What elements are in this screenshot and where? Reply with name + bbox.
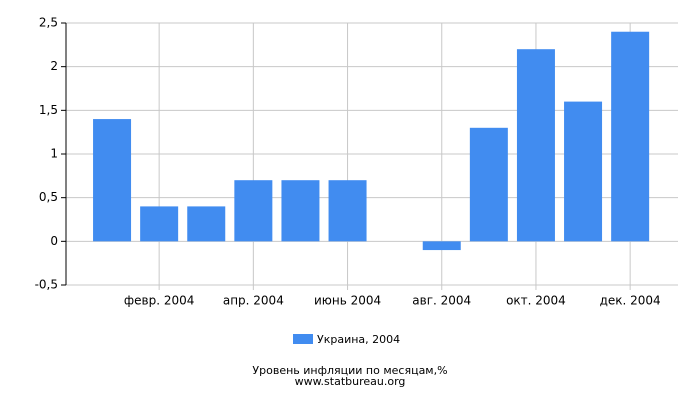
- y-tick-label: -0,5: [35, 278, 58, 292]
- bar: [469, 127, 508, 242]
- bar: [234, 180, 273, 242]
- bar: [328, 180, 367, 242]
- x-tick-label: февр. 2004: [124, 294, 195, 308]
- bar: [93, 119, 132, 242]
- x-tick-label: окт. 2004: [506, 294, 566, 308]
- y-tick-label: 1: [50, 147, 58, 161]
- bar: [564, 101, 603, 242]
- bar: [281, 180, 320, 242]
- y-tick-label: 0,5: [39, 190, 58, 204]
- y-tick-label: 2,5: [39, 16, 58, 30]
- chart-subtitle: www.statbureau.org: [295, 375, 406, 388]
- y-tick-label: 0: [50, 234, 58, 248]
- x-tick-label: дек. 2004: [600, 294, 661, 308]
- legend-label: Украина, 2004: [317, 333, 400, 346]
- bar: [422, 241, 461, 251]
- x-tick-label: авг. 2004: [412, 294, 471, 308]
- bar: [611, 31, 650, 242]
- x-tick-label: июнь 2004: [314, 294, 381, 308]
- y-tick-label: 2: [50, 59, 58, 73]
- chart-title: Уровень инфляции по месяцам,%: [252, 364, 447, 377]
- legend-swatch: [293, 334, 313, 344]
- y-tick-label: 1,5: [39, 103, 58, 117]
- bar: [140, 206, 179, 242]
- bar: [187, 206, 226, 242]
- bar: [516, 49, 555, 242]
- x-tick-label: апр. 2004: [223, 294, 284, 308]
